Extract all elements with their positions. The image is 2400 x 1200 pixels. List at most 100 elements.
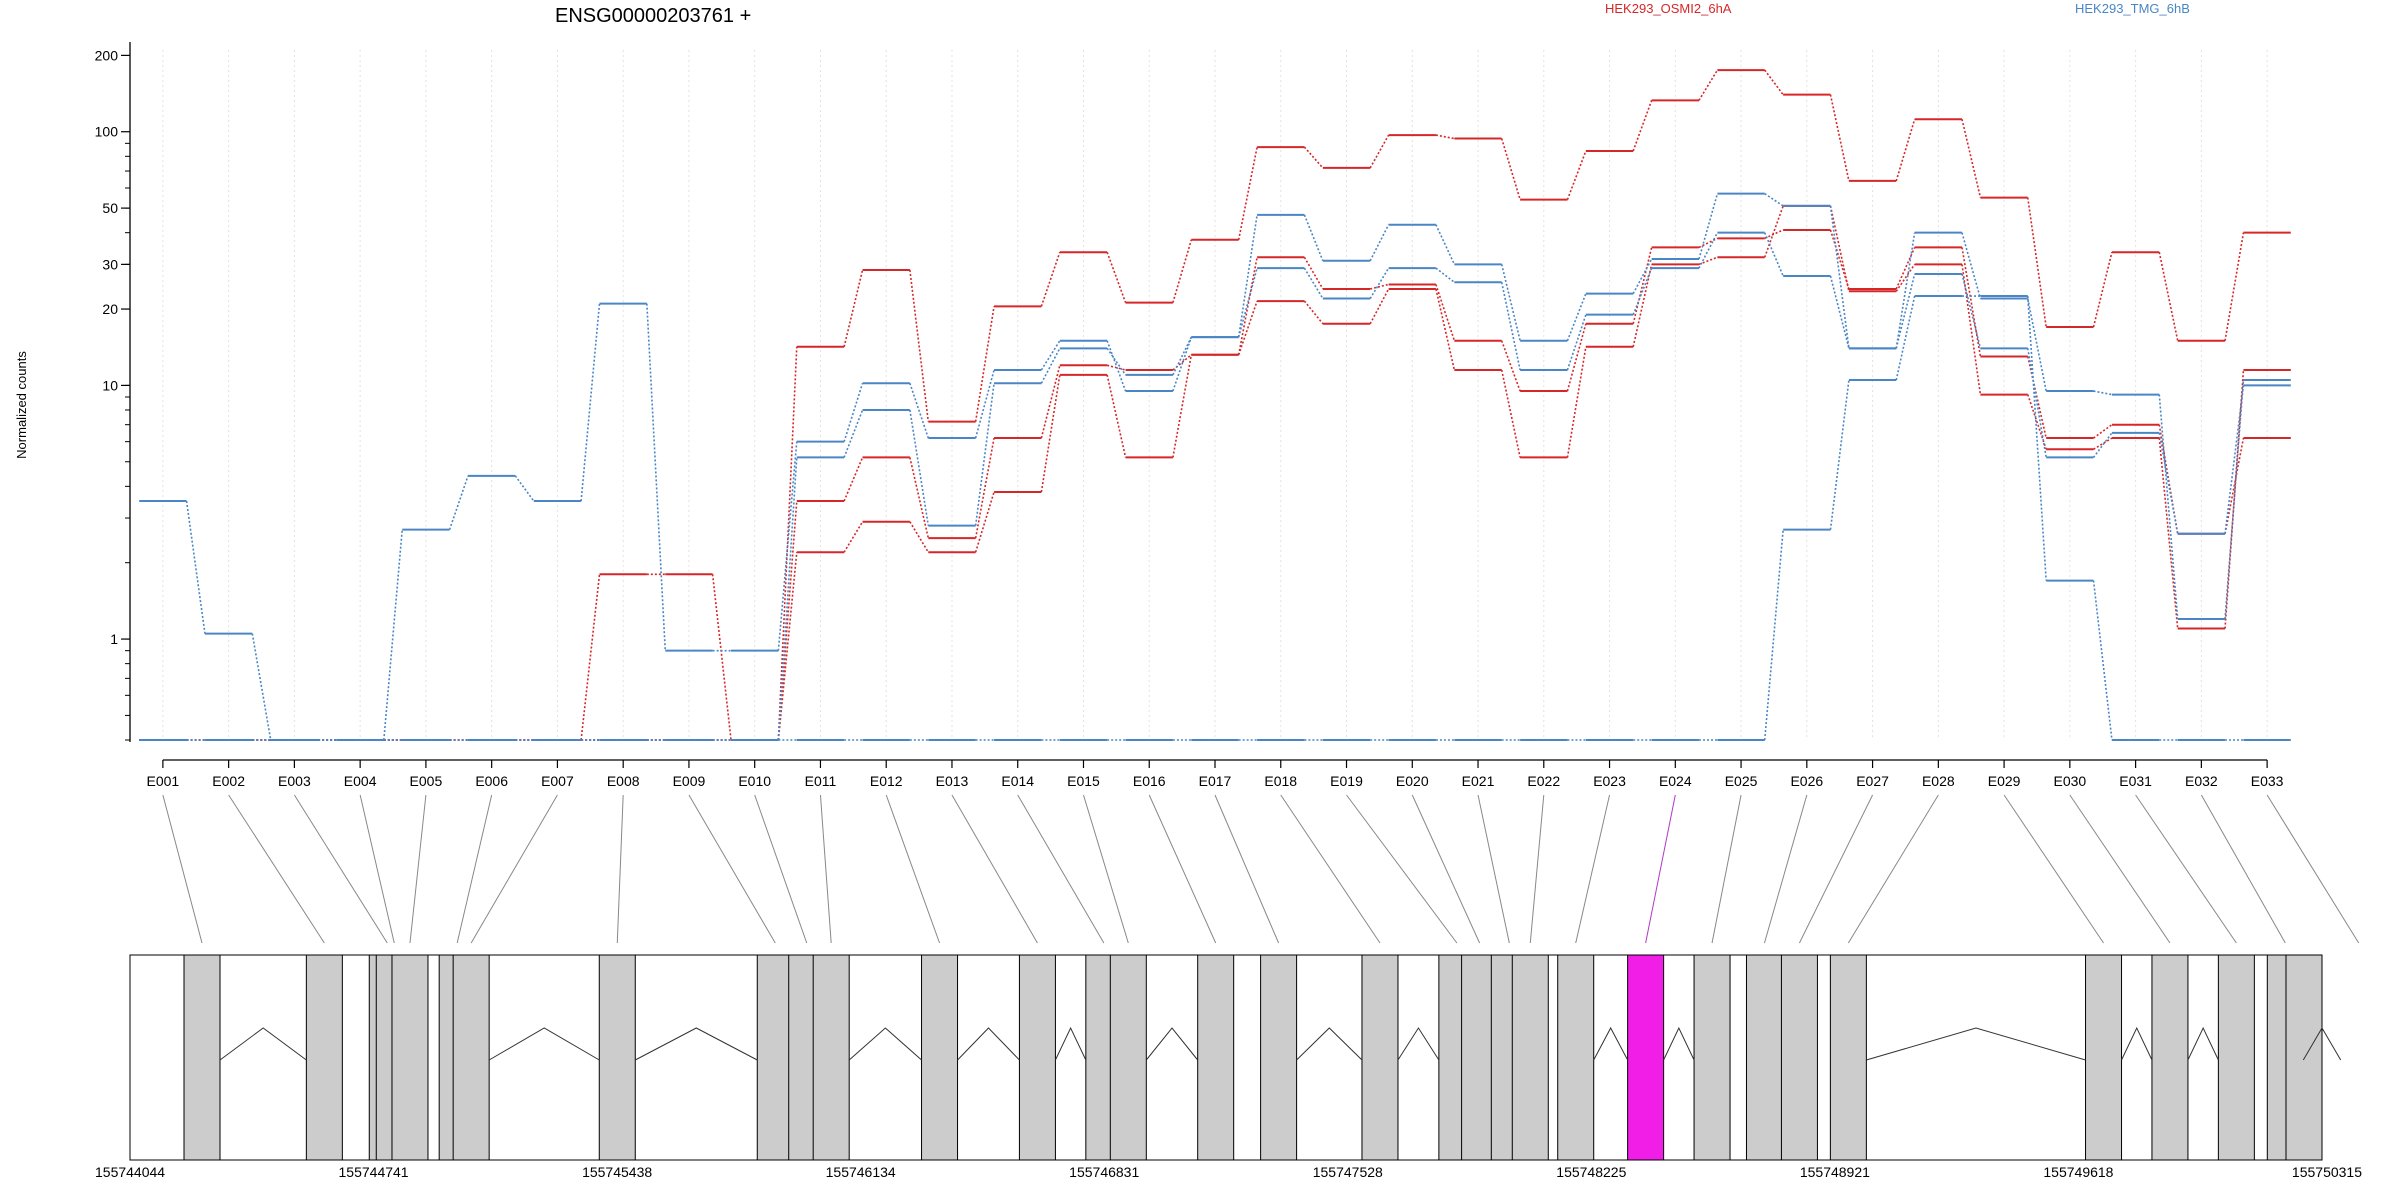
- genomic-position-label: 155748225: [1556, 1164, 1626, 1180]
- gene-frame: [129, 954, 2323, 1161]
- series-1-connector: [580, 574, 601, 741]
- series-2-connector: [2158, 437, 2179, 629]
- series-3-connector: [2093, 390, 2113, 396]
- exon-block: [1693, 954, 1731, 1161]
- series-1-connector: [1040, 365, 1061, 439]
- y-tick-label: 10: [102, 377, 118, 393]
- series-3-connector: [1172, 336, 1193, 392]
- series-lines: [139, 69, 2291, 741]
- axes: 1 10 20 30 50 100 200 E001 E002 E003 E004 E005 E006 E…: [95, 42, 2284, 789]
- series-3-connector: [514, 475, 535, 502]
- series-4-connector: [2092, 432, 2113, 458]
- exon-mapping-line: [1411, 794, 1481, 944]
- exon-block: [1627, 954, 1665, 1161]
- series-1-connector: [2093, 424, 2113, 439]
- x-tick-label: E013: [936, 773, 969, 789]
- exon-block: [812, 954, 850, 1161]
- x-tick-label: E020: [1396, 773, 1429, 789]
- legend-entry-osmi2: HEK293_OSMI2_6hA: [1605, 1, 1732, 16]
- series-0-connector: [1106, 251, 1127, 303]
- series-2-connector: [974, 491, 995, 553]
- series-3-connector: [1237, 214, 1258, 338]
- y-tick-label: 30: [102, 256, 118, 272]
- exon-block: [183, 954, 221, 1161]
- series-1-connector: [2224, 437, 2245, 534]
- series-1-connector: [1369, 283, 1389, 290]
- series-3-connector: [909, 382, 930, 439]
- series-1-connector: [909, 457, 930, 539]
- series-2-connector: [1303, 300, 1324, 325]
- genomic-position-label: 155744741: [339, 1164, 409, 1180]
- series-3-connector: [1303, 214, 1324, 262]
- series-2-connector: [777, 552, 798, 741]
- series-3-connector: [1961, 232, 1982, 299]
- series-3-connector: [1369, 224, 1390, 262]
- x-tick-label: E019: [1330, 773, 1363, 789]
- series-0-connector: [777, 346, 798, 741]
- intron-chevron: [2121, 1026, 2153, 1061]
- exon-block: [1361, 954, 1399, 1161]
- series-1-connector: [1566, 323, 1587, 392]
- y-tick-label: 100: [95, 124, 119, 140]
- x-tick-label: E027: [1856, 773, 1889, 789]
- series-3-connector: [1106, 340, 1127, 392]
- intron-chevron: [1593, 1026, 1629, 1061]
- series-1-connector: [1435, 284, 1456, 341]
- exon-block: [2285, 954, 2323, 1161]
- genomic-position-label: 155749618: [2043, 1164, 2113, 1180]
- exon-mapping-line: [1763, 794, 1808, 944]
- series-0-connector: [2224, 232, 2245, 341]
- series-5-connector: [2092, 580, 2113, 741]
- series-2-connector: [1763, 205, 1784, 258]
- series-3-connector: [1895, 232, 1916, 349]
- exon-mapping-line: [2135, 794, 2237, 944]
- exon-mapping-line: [616, 794, 624, 944]
- exon-mapping-line: [456, 794, 493, 944]
- series-0-connector: [1172, 239, 1193, 303]
- series-0-connector: [1698, 69, 1719, 101]
- series-1-connector: [1895, 247, 1916, 290]
- series-1-connector: [711, 574, 732, 741]
- exon-block: [1109, 954, 1147, 1161]
- exon-mapping-lines: [162, 794, 2360, 944]
- exon-block: [2151, 954, 2189, 1161]
- exon-block: [756, 954, 794, 1161]
- series-3-connector: [1500, 264, 1521, 341]
- series-0-connector: [1764, 69, 1784, 96]
- x-tick-label: E018: [1264, 773, 1297, 789]
- exon-mapping-line: [2200, 794, 2286, 944]
- exon-mapping-line: [951, 794, 1038, 944]
- x-tick-label: E025: [1725, 773, 1758, 789]
- legend-entry-tmg: HEK293_TMG_6hB: [2075, 1, 2190, 16]
- x-tick-label: E021: [1462, 773, 1495, 789]
- intron-chevron: [957, 1027, 1020, 1061]
- exon-block: [1018, 954, 1056, 1161]
- exon-block: [1829, 954, 1867, 1161]
- series-3-connector: [448, 475, 469, 530]
- x-tick-label: E028: [1922, 773, 1955, 789]
- exon-mapping-line: [1645, 794, 1676, 944]
- series-2-connector: [1961, 264, 1982, 395]
- series-3-connector: [777, 441, 798, 651]
- exon-block: [921, 954, 959, 1161]
- series-0-connector: [1829, 94, 1850, 182]
- exon-mapping-line: [819, 794, 832, 944]
- exon-mapping-line: [1798, 794, 1874, 944]
- series-1-connector: [777, 500, 798, 741]
- series-4-connector: [1632, 267, 1653, 315]
- exon-mapping-line: [1148, 794, 1217, 944]
- series-0-connector: [1961, 119, 1982, 198]
- series-3-connector: [2158, 394, 2179, 620]
- series-4-connector: [1369, 267, 1390, 299]
- series-4-connector: [1040, 347, 1061, 384]
- exon-block: [1745, 954, 1783, 1161]
- y-tick-label: 50: [102, 200, 118, 216]
- series-0-connector: [1369, 134, 1390, 169]
- x-tick-label: E008: [607, 773, 640, 789]
- series-1-connector: [974, 437, 995, 539]
- exon-mapping-line: [359, 794, 395, 944]
- exon-block: [391, 954, 429, 1161]
- x-tick-label: E023: [1593, 773, 1626, 789]
- series-1-connector: [1500, 340, 1521, 392]
- exon-mapping-line: [1711, 794, 1742, 944]
